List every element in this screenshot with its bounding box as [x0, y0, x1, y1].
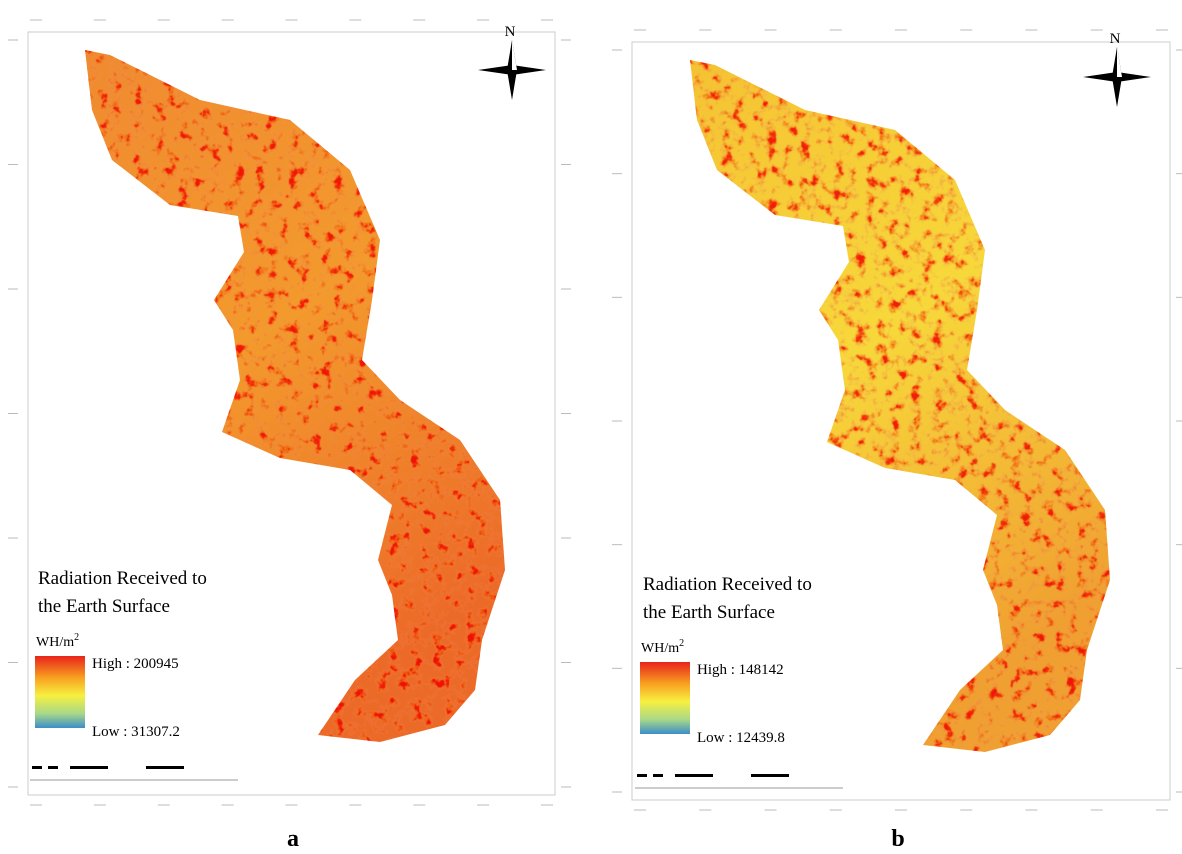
legend-unit-text: WH/m	[641, 641, 679, 656]
legend-unit: WH/m2	[36, 632, 79, 650]
map-panel: N Radiation Received to the Earth Surface W…	[8, 20, 571, 805]
legend-high: High : 148142	[697, 662, 784, 678]
legend-title: the Earth Surface	[38, 596, 170, 617]
legend-low: Low : 12439.8	[697, 730, 785, 746]
scale-bar	[653, 774, 663, 777]
scale-bar	[146, 766, 184, 769]
legend-title: Radiation Received to	[38, 568, 207, 589]
scale-bar	[675, 774, 713, 777]
panel-label: b	[891, 826, 904, 849]
compass-rose	[1117, 47, 1122, 77]
legend-color-ramp	[35, 656, 85, 728]
legend-high: High : 200945	[92, 656, 179, 672]
terrain-texture	[85, 50, 505, 742]
legend-unit-power: 2	[74, 632, 79, 643]
legend-unit-text: WH/m	[36, 635, 74, 650]
scale-bar	[637, 774, 647, 777]
legend-title: the Earth Surface	[643, 602, 775, 623]
legend-low: Low : 31307.2	[92, 724, 180, 740]
panel-label: a	[287, 826, 299, 849]
north-label: N	[505, 24, 516, 40]
legend-unit: WH/m2	[641, 638, 684, 656]
scale-bar	[48, 766, 58, 769]
scale-bar	[32, 766, 42, 769]
terrain-texture	[690, 60, 1110, 752]
figure: N Radiation Received to the Earth Surface W…	[0, 0, 1182, 849]
compass-rose	[512, 40, 517, 70]
map-panel: N Radiation Received to the Earth Surface W…	[612, 30, 1182, 810]
north-label: N	[1110, 31, 1121, 47]
legend-title: Radiation Received to	[643, 574, 812, 595]
legend-color-ramp	[640, 662, 690, 734]
legend-unit-power: 2	[679, 638, 684, 649]
scale-bar	[751, 774, 789, 777]
scale-bar	[70, 766, 108, 769]
